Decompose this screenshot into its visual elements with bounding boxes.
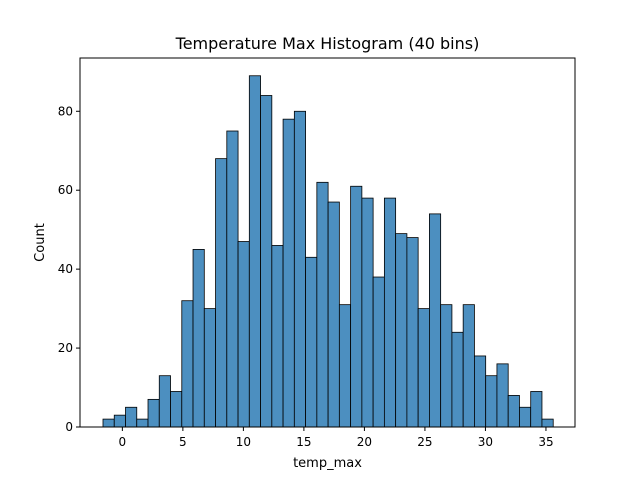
y-tick-label: 0	[65, 420, 73, 434]
x-tick-label: 20	[357, 435, 372, 449]
histogram-bar	[203, 308, 216, 428]
histogram-bar	[395, 233, 408, 428]
histogram-bar	[293, 110, 306, 428]
histogram-bar	[361, 197, 374, 428]
plot-frame	[79, 57, 576, 428]
histogram-bar	[350, 185, 363, 428]
histogram-bar	[530, 391, 543, 428]
histogram-bar	[248, 75, 261, 428]
x-tick-label: 10	[236, 435, 251, 449]
histogram-bar	[440, 304, 453, 428]
histogram-bar	[316, 181, 329, 428]
histogram-bar	[181, 300, 194, 428]
histogram-bar	[260, 95, 273, 428]
histogram-bar	[338, 304, 352, 428]
histogram-bar	[451, 331, 464, 428]
histogram-bar	[170, 391, 183, 428]
histogram-bar	[305, 256, 318, 428]
histogram-bar	[136, 418, 149, 428]
histogram-bar	[383, 197, 397, 428]
histogram-bar	[406, 237, 419, 428]
histogram-bar	[192, 249, 205, 428]
histogram-bar	[125, 406, 138, 428]
histogram-bar	[541, 418, 554, 428]
x-tick-label: 5	[179, 435, 187, 449]
y-tick-label: 60	[58, 183, 73, 197]
y-tick-label: 20	[58, 341, 73, 355]
histogram-bar	[215, 158, 228, 428]
histogram-bar	[147, 398, 160, 428]
histogram-bar	[237, 241, 250, 428]
histogram-bar	[485, 375, 498, 428]
y-tick-label: 80	[58, 104, 73, 118]
x-axis-ticks: 0 5 10 15 20 25 30 35	[119, 427, 554, 449]
histogram-bar	[226, 130, 239, 428]
histogram-bar	[429, 213, 442, 428]
histogram-bar	[327, 201, 340, 428]
histogram-bar	[271, 245, 284, 428]
y-tick-label: 40	[58, 262, 73, 276]
chart-title: Temperature Max Histogram (40 bins)	[175, 34, 480, 53]
histogram-bar	[462, 304, 475, 428]
x-axis-label: temp_max	[293, 456, 362, 471]
histogram-bar	[519, 406, 532, 428]
histogram-bar	[113, 414, 126, 428]
histogram-bar	[282, 118, 295, 428]
histogram-bar	[372, 276, 385, 428]
bars-group	[102, 75, 554, 428]
x-tick-label: 35	[538, 435, 553, 449]
histogram-bar	[158, 375, 171, 428]
x-tick-label: 25	[417, 435, 432, 449]
histogram-bar	[474, 355, 487, 428]
x-tick-label: 30	[478, 435, 493, 449]
histogram-bar	[507, 395, 520, 428]
y-axis-label: Count	[33, 223, 48, 262]
histogram-bar	[417, 308, 430, 428]
histogram-bar	[496, 363, 509, 428]
y-axis-ticks: 0 20 40 60 80	[58, 104, 80, 434]
histogram-bar	[102, 418, 115, 428]
x-tick-label: 15	[296, 435, 311, 449]
x-tick-label: 0	[119, 435, 127, 449]
